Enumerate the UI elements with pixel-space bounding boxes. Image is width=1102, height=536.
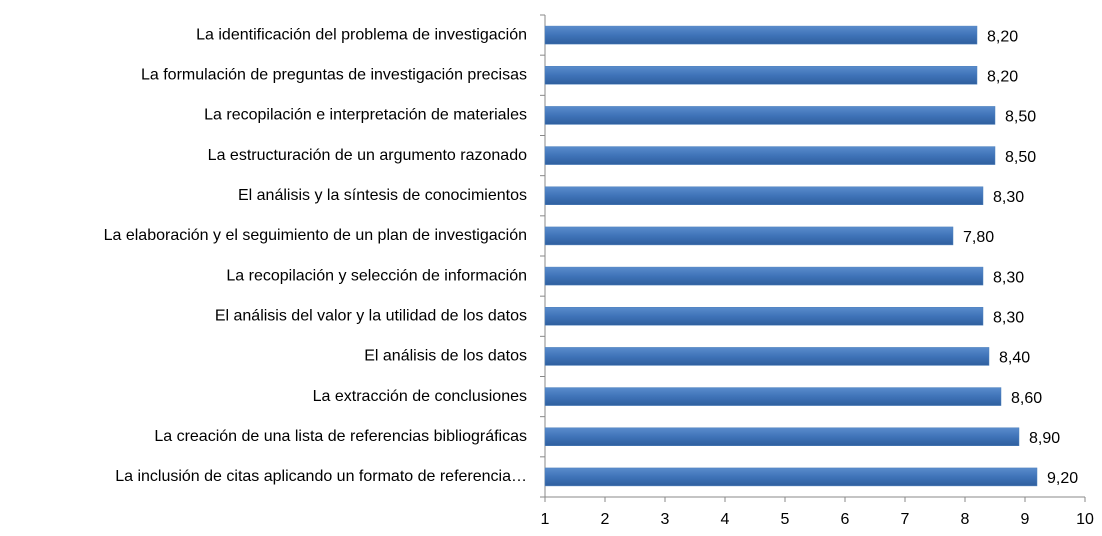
data-label: 8,50 bbox=[1005, 149, 1036, 166]
y-tick-label: La identificación del problema de invest… bbox=[196, 26, 527, 43]
y-tick-label: La creación de una lista de referencias … bbox=[154, 428, 527, 445]
bar bbox=[544, 307, 984, 326]
bar bbox=[544, 427, 1020, 446]
data-label: 7,80 bbox=[963, 229, 994, 246]
bar bbox=[544, 106, 996, 125]
data-label: 8,20 bbox=[987, 68, 1018, 85]
y-tick-label: La elaboración y el seguimiento de un pl… bbox=[104, 227, 527, 244]
data-label: 8,30 bbox=[993, 269, 1024, 286]
y-tick-label: La estructuración de un argumento razona… bbox=[208, 147, 527, 164]
bar bbox=[544, 226, 954, 246]
bar bbox=[544, 146, 996, 165]
y-tick-label: La recopilación y selección de informaci… bbox=[226, 267, 527, 284]
x-tick-label: 3 bbox=[661, 511, 670, 528]
data-label: 8,50 bbox=[1005, 109, 1036, 126]
data-label: 8,90 bbox=[1029, 430, 1060, 447]
y-tick-label: La recopilación e interpretación de mate… bbox=[204, 107, 527, 124]
y-tick-label: La extracción de conclusiones bbox=[313, 388, 527, 405]
x-tick-label: 1 bbox=[541, 511, 550, 528]
bar bbox=[544, 266, 984, 286]
bar bbox=[544, 387, 1002, 406]
y-tick-label: El análisis de los datos bbox=[364, 348, 527, 365]
x-tick-label: 9 bbox=[1021, 511, 1030, 528]
x-tick-label: 4 bbox=[721, 511, 730, 528]
y-tick-label: La inclusión de citas aplicando un forma… bbox=[115, 468, 527, 485]
x-tick-label: 10 bbox=[1076, 511, 1094, 528]
y-tick-label: El análisis del valor y la utilidad de l… bbox=[215, 307, 527, 324]
bar bbox=[544, 347, 990, 366]
y-tick-label: El análisis y la síntesis de conocimient… bbox=[238, 187, 527, 204]
data-label: 8,60 bbox=[1011, 390, 1042, 407]
bar bbox=[544, 66, 978, 85]
data-label: 8,30 bbox=[993, 309, 1024, 326]
x-tick-label: 7 bbox=[901, 511, 910, 528]
x-tick-label: 5 bbox=[781, 511, 790, 528]
bar bbox=[544, 467, 1038, 487]
x-tick-label: 8 bbox=[961, 511, 970, 528]
data-label: 8,20 bbox=[987, 28, 1018, 45]
y-tick-label: La formulación de preguntas de investiga… bbox=[141, 66, 527, 83]
data-label: 8,40 bbox=[999, 350, 1030, 367]
x-tick-label: 2 bbox=[601, 511, 610, 528]
data-label: 9,20 bbox=[1047, 470, 1078, 487]
data-label: 8,30 bbox=[993, 189, 1024, 206]
bar bbox=[544, 186, 984, 205]
bar bbox=[544, 25, 978, 45]
x-tick-label: 6 bbox=[841, 511, 850, 528]
